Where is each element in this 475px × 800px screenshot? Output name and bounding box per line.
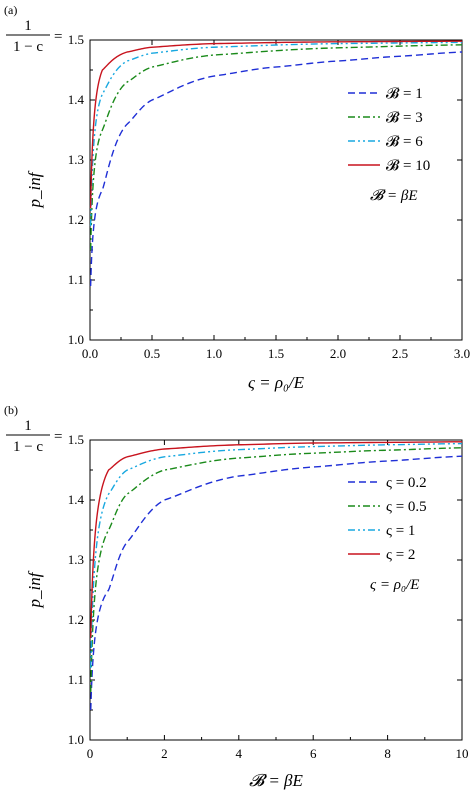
legend-label: 𝓑 = 6 xyxy=(386,134,423,150)
panel-label: (a) xyxy=(4,3,17,17)
legend-label: ς = 0.5 xyxy=(386,499,427,515)
series-line xyxy=(89,44,463,251)
y-tick-label: 1.4 xyxy=(68,492,85,507)
series-line xyxy=(90,442,463,669)
fraction-equals: = xyxy=(54,429,62,445)
x-tick-label: 1.5 xyxy=(268,346,284,361)
chart-panel-a: (a) 1.0 1.1 1.2 1.3 1.4 1.5 1 1 − c = 0.0 0.5 1.0 1.5… xyxy=(4,3,470,392)
legend-label: ς = 2 xyxy=(386,547,415,563)
y-tick-label: 1.5 xyxy=(68,432,84,447)
y-tick-label: 1.2 xyxy=(68,212,84,227)
legend-label: 𝓑 = 10 xyxy=(386,158,430,174)
y-tick-label: 1.3 xyxy=(68,152,84,167)
y-tick-label: 1.0 xyxy=(68,332,84,347)
x-tick-label: 6 xyxy=(310,746,317,761)
y-tick-label: 1.0 xyxy=(68,732,84,747)
legend-label: 𝓑 = 3 xyxy=(386,110,423,126)
chart-panel-b: (b) 1.0 1.1 1.2 1.3 1.4 1.5 1 1 − c = 0 2 4 6 8 10 𝓑 = β… xyxy=(4,403,469,790)
fraction-denominator: 1 − c xyxy=(13,439,43,455)
x-tick-label: 0 xyxy=(87,746,94,761)
series-line xyxy=(89,40,463,209)
series-line xyxy=(90,447,463,693)
y-tick-label: 1.5 xyxy=(68,32,84,47)
legend-note: ς = ρ₀/E xyxy=(370,577,419,593)
x-tick-label: 2 xyxy=(161,746,168,761)
x-tick-label: 10 xyxy=(456,746,469,761)
x-tick-label: 0.0 xyxy=(82,346,98,361)
y-axis-title: p_inf xyxy=(25,170,44,208)
x-tick-label: 1.0 xyxy=(206,346,222,361)
x-tick-label: 3.0 xyxy=(454,346,470,361)
y-axis-title: p_inf xyxy=(25,570,44,608)
fraction-numerator: 1 xyxy=(24,18,32,34)
panel-label: (b) xyxy=(4,403,18,417)
legend-label: ς = 0.2 xyxy=(386,475,427,491)
fraction-numerator: 1 xyxy=(24,418,32,434)
x-axis-title: ς = ρ₀/E xyxy=(248,373,305,392)
y-tick-label: 1.4 xyxy=(68,92,85,107)
x-axis-title: 𝓑 = βE xyxy=(249,771,303,790)
y-tick-label: 1.1 xyxy=(68,672,84,687)
fraction-equals: = xyxy=(54,29,62,45)
x-tick-label: 2.5 xyxy=(392,346,408,361)
series-line xyxy=(90,441,463,639)
y-tick-label: 1.2 xyxy=(68,612,84,627)
series-line xyxy=(90,455,463,711)
x-tick-label: 2.0 xyxy=(330,346,346,361)
legend-label: ς = 1 xyxy=(386,523,415,539)
legend-note: 𝓑 = βE xyxy=(370,188,418,204)
fraction-denominator: 1 − c xyxy=(13,39,43,55)
legend-label: 𝓑 = 1 xyxy=(386,86,423,102)
x-tick-label: 4 xyxy=(236,746,243,761)
y-tick-label: 1.3 xyxy=(68,552,84,567)
x-tick-label: 0.5 xyxy=(144,346,160,361)
y-tick-label: 1.1 xyxy=(68,272,84,287)
x-tick-label: 8 xyxy=(384,746,391,761)
